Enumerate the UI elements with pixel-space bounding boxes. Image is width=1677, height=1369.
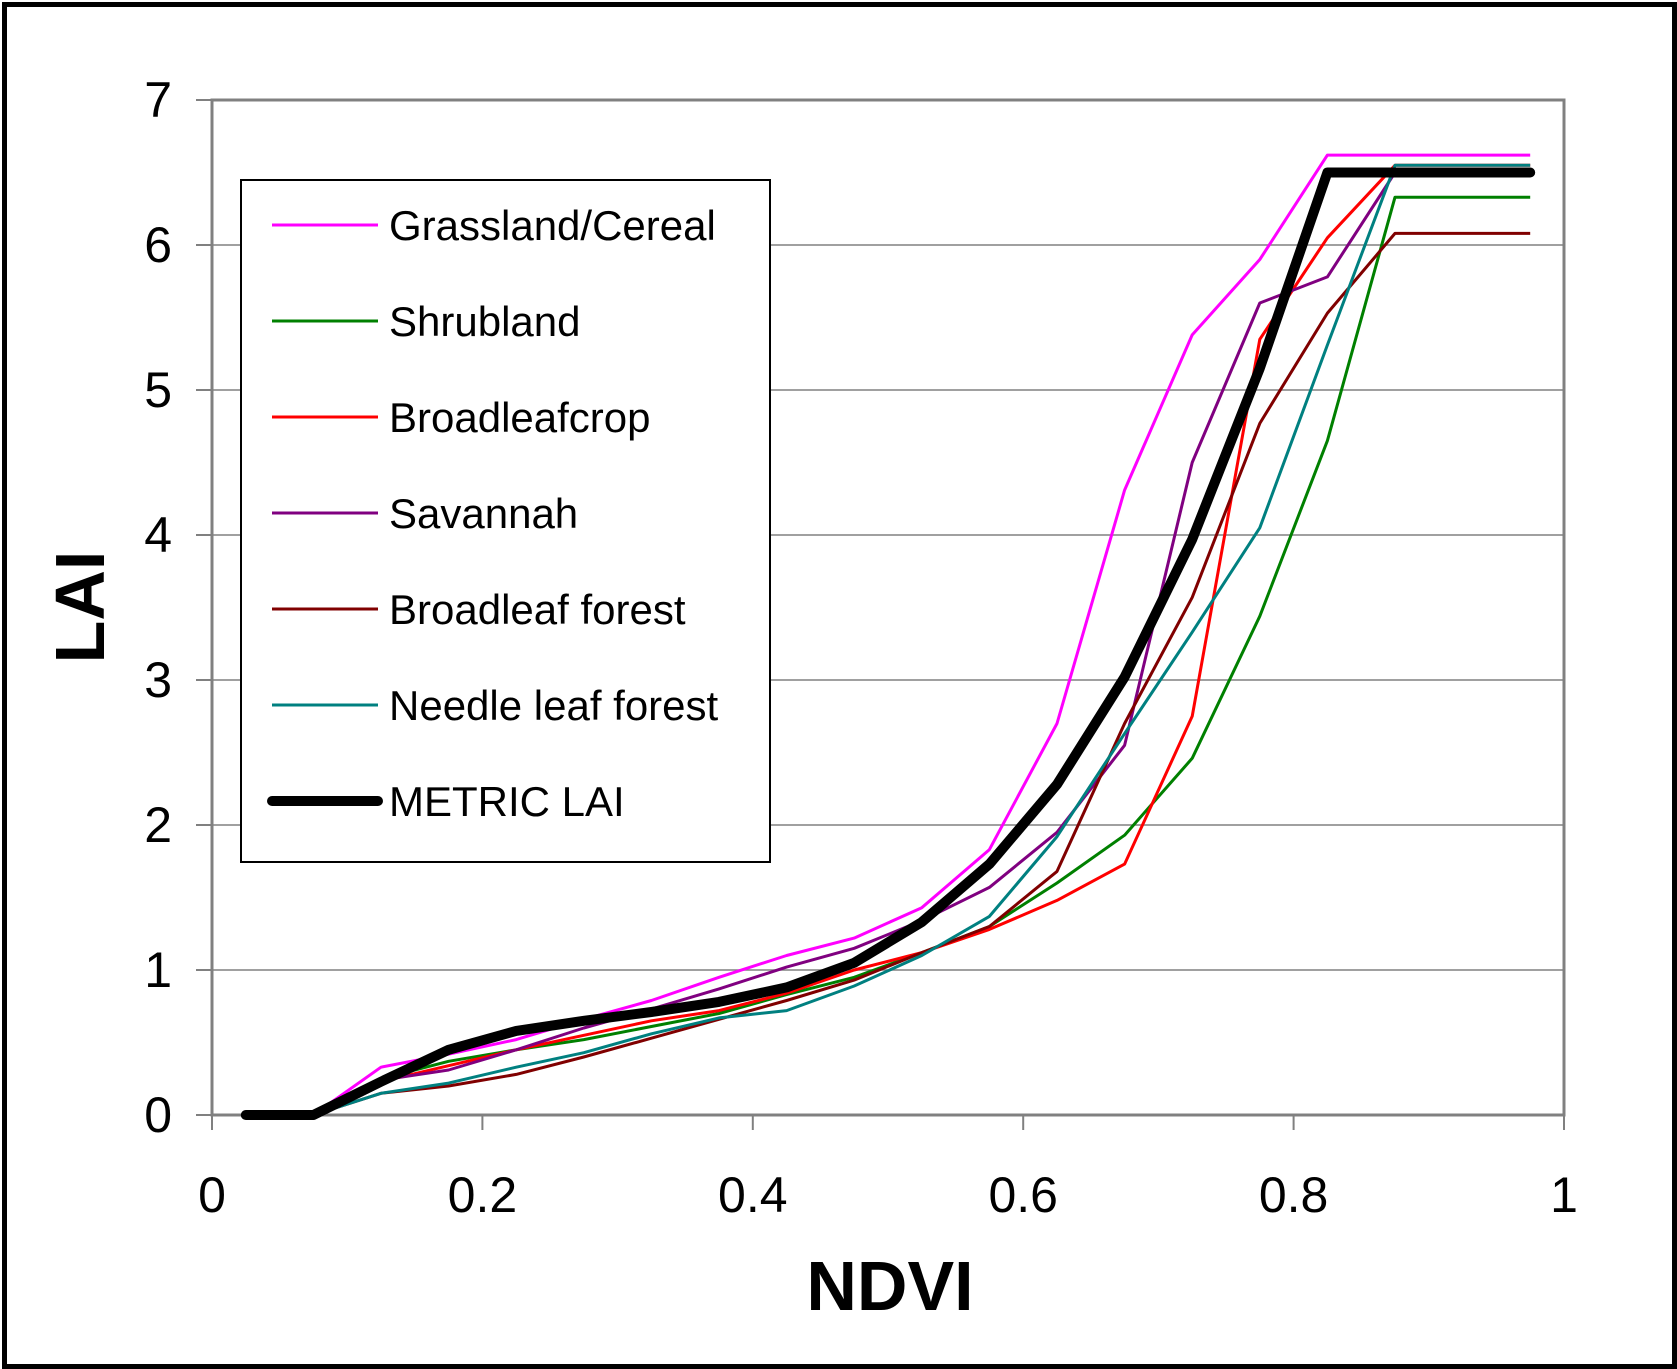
legend-label-metric-lai: METRIC LAI: [389, 778, 625, 825]
legend-label-grassland-cereal: Grassland/Cereal: [389, 202, 716, 249]
series-line-broadleaf-forest: [245, 231, 1531, 1117]
legend-label-broadleaf-forest: Broadleaf forest: [389, 586, 686, 633]
x-tick-label: 0.6: [988, 1167, 1058, 1223]
y-tick-label: 7: [144, 72, 172, 128]
legend-label-savannah: Savannah: [389, 490, 578, 537]
x-tick-label: 0.2: [448, 1167, 518, 1223]
x-tick-label: 0.4: [718, 1167, 788, 1223]
legend-label-broadleafcrop: Broadleafcrop: [389, 394, 651, 441]
y-axis-title: LAI: [41, 551, 119, 664]
x-tick-label: 0: [198, 1167, 226, 1223]
y-tick-labels: 0 1 2 3 4 5 6 7: [144, 72, 172, 1143]
series-line-broadleafcrop: [245, 163, 1531, 1117]
x-tick-labels: 0 0.2 0.4 0.6 0.8 1: [198, 1167, 1578, 1223]
x-axis-title: NDVI: [806, 1247, 973, 1325]
y-tick-label: 0: [144, 1087, 172, 1143]
y-tick-label: 5: [144, 362, 172, 418]
legend-label-shrubland: Shrubland: [389, 298, 580, 345]
y-tick-label: 3: [144, 652, 172, 708]
series-line-needle-leaf-forest: [245, 163, 1531, 1117]
x-tick-label: 1: [1550, 1167, 1578, 1223]
y-tick-label: 2: [144, 797, 172, 853]
series-line-savannah: [245, 171, 1531, 1117]
legend-label-needle-leaf-forest: Needle leaf forest: [389, 682, 719, 729]
x-tick-label: 0.8: [1259, 1167, 1329, 1223]
y-tick-label: 1: [144, 942, 172, 998]
series-line-metric-lai: [240, 167, 1536, 1120]
legend: Grassland/Cereal Shrubland Broadleafcrop Sa…: [240, 179, 771, 863]
y-tick-label: 6: [144, 217, 172, 273]
axes: [196, 99, 1565, 1130]
legend-box: [240, 179, 771, 863]
y-tick-label: 4: [144, 507, 172, 563]
series-lines: [240, 153, 1536, 1120]
